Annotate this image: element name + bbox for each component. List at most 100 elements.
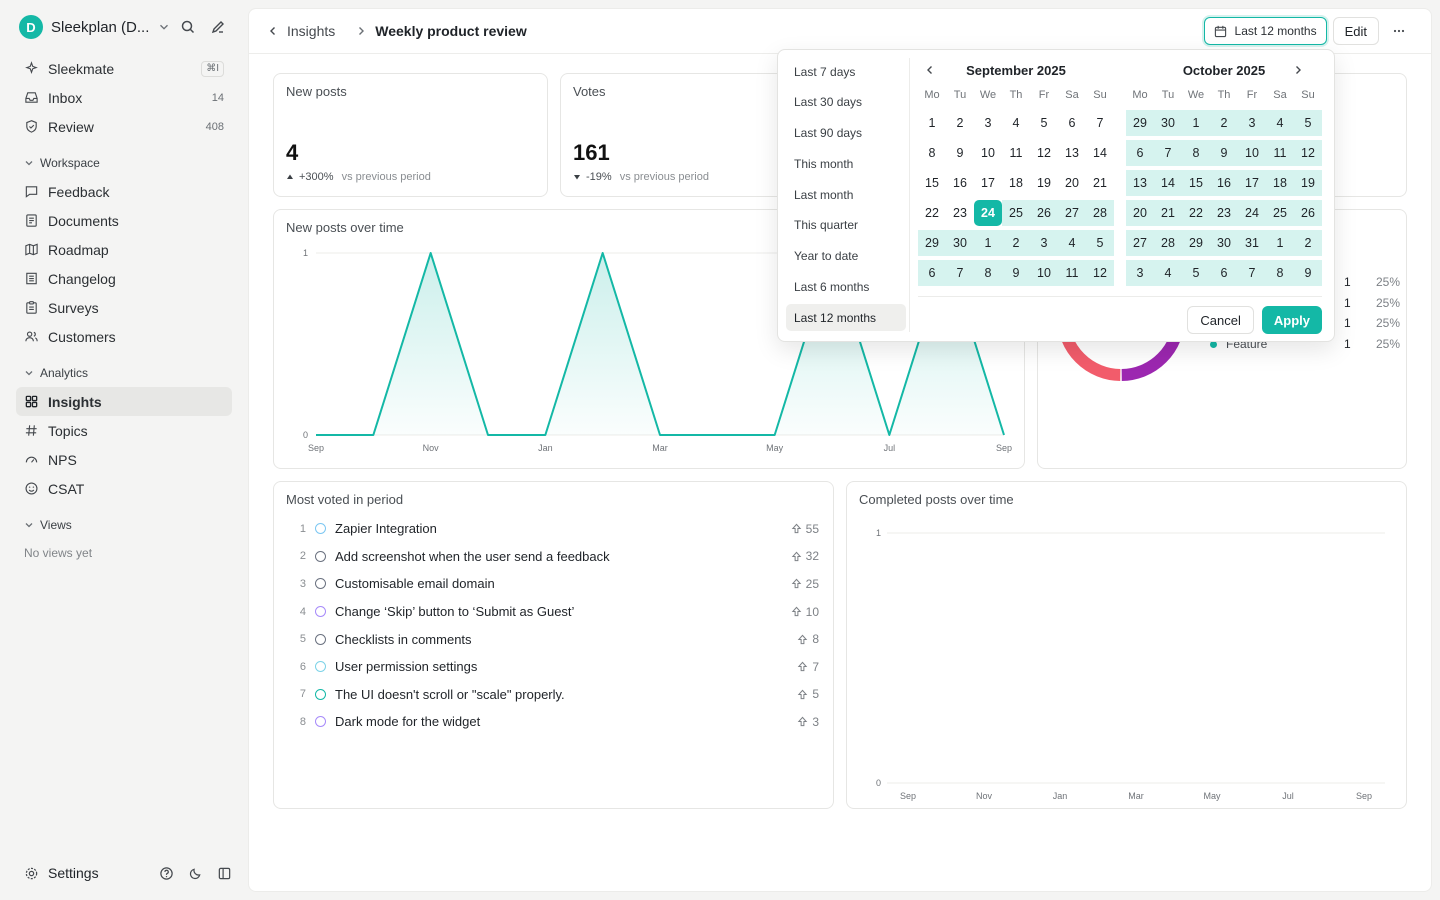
list-item[interactable]: 2 Add screenshot when the user send a fee… [288, 543, 819, 571]
calendar-day[interactable]: 9 [1294, 260, 1322, 286]
settings-link[interactable]: Settings [48, 865, 99, 881]
sidebar-item-topics[interactable]: Topics [16, 416, 232, 445]
calendar-day[interactable]: 3 [1238, 110, 1266, 136]
help-icon[interactable] [159, 866, 174, 881]
sidebar-item-csat[interactable]: CSAT [16, 474, 232, 503]
calendar-day[interactable]: 1 [974, 230, 1002, 256]
calendar-day[interactable]: 6 [1068, 116, 1076, 130]
chevron-right-icon[interactable] [1292, 64, 1304, 76]
gear-icon[interactable] [24, 866, 39, 881]
calendar-day[interactable]: 11 [1058, 260, 1086, 286]
calendar-day[interactable]: 15 [925, 176, 939, 190]
chevron-left-icon[interactable] [924, 64, 936, 76]
calendar-day[interactable]: 5 [1086, 230, 1114, 256]
preset-option[interactable]: Last 30 days [794, 95, 863, 110]
preset-option[interactable]: Last 12 months [786, 304, 906, 332]
sidebar-item-sleekmate[interactable]: Sleekmate ⌘I [16, 54, 232, 83]
calendar-day[interactable]: 28 [1154, 230, 1182, 256]
calendar-day[interactable]: 4 [1266, 110, 1294, 136]
list-item[interactable]: 7 The UI doesn't scroll or "scale" proper… [288, 681, 819, 709]
calendar-day[interactable]: 21 [1154, 200, 1182, 226]
calendar-day[interactable]: 22 [1182, 200, 1210, 226]
calendar-day[interactable]: 19 [1037, 176, 1051, 190]
calendar-day[interactable]: 21 [1093, 176, 1107, 190]
workspace-switcher[interactable]: D Sleekplan (D... [16, 0, 232, 54]
calendar-day[interactable]: 28 [1086, 200, 1114, 226]
sidebar-item-surveys[interactable]: Surveys [16, 293, 232, 322]
preset-option[interactable]: Last month [794, 187, 854, 202]
date-range-button[interactable]: Last 12 months [1203, 17, 1327, 45]
calendar-day[interactable]: 23 [953, 206, 967, 220]
preset-option[interactable]: This quarter [794, 218, 859, 233]
calendar-day[interactable]: 4 [1012, 116, 1020, 130]
calendar-day[interactable]: 1 [1266, 230, 1294, 256]
calendar-day[interactable]: 8 [928, 146, 936, 160]
calendar-day[interactable]: 2 [1210, 110, 1238, 136]
list-item[interactable]: 3 Customisable email domain 25 [288, 570, 819, 598]
calendar-day[interactable]: 20 [1126, 200, 1154, 226]
section-views[interactable]: Views [16, 511, 232, 539]
calendar-day[interactable]: 7 [1096, 116, 1104, 130]
preset-option[interactable]: Last 7 days [794, 64, 856, 79]
sidebar-item-insights[interactable]: Insights [16, 387, 232, 416]
calendar-day[interactable]: 26 [1030, 200, 1058, 226]
calendar-day[interactable]: 12 [1037, 146, 1051, 160]
calendar-day[interactable]: 14 [1154, 170, 1182, 196]
calendar-day[interactable]: 23 [1210, 200, 1238, 226]
preset-option[interactable]: Last 90 days [794, 126, 863, 141]
calendar-day[interactable]: 3 [1126, 260, 1154, 286]
sidebar-item-changelog[interactable]: Changelog [16, 264, 232, 293]
list-item[interactable]: 8 Dark mode for the widget 3 [288, 708, 819, 736]
calendar-day[interactable]: 6 [1126, 140, 1154, 166]
calendar-day[interactable]: 3 [1030, 230, 1058, 256]
calendar-day[interactable]: 18 [1266, 170, 1294, 196]
calendar-day[interactable]: 14 [1093, 146, 1107, 160]
preset-option[interactable]: Last 6 months [794, 280, 870, 295]
calendar-day[interactable]: 10 [1238, 140, 1266, 166]
list-item[interactable]: 1 Zapier Integration 55 [288, 515, 819, 543]
calendar-day[interactable]: 4 [1058, 230, 1086, 256]
list-item[interactable]: 6 User permission settings 7 [288, 653, 819, 681]
calendar-day[interactable]: 1 [928, 116, 936, 130]
calendar-day[interactable]: 30 [1210, 230, 1238, 256]
calendar-day[interactable]: 25 [1002, 200, 1030, 226]
sidebar-item-documents[interactable]: Documents [16, 206, 232, 235]
calendar-day[interactable]: 9 [1002, 260, 1030, 286]
more-options-button[interactable] [1385, 17, 1413, 45]
calendar-day[interactable]: 27 [1058, 200, 1086, 226]
calendar-day[interactable]: 8 [1182, 140, 1210, 166]
calendar-day[interactable]: 31 [1238, 230, 1266, 256]
sidebar-item-customers[interactable]: Customers [16, 322, 232, 351]
calendar-day[interactable]: 29 [1182, 230, 1210, 256]
calendar-day[interactable]: 2 [1002, 230, 1030, 256]
calendar-day[interactable]: 2 [1294, 230, 1322, 256]
calendar-day[interactable]: 26 [1294, 200, 1322, 226]
calendar-day[interactable]: 12 [1294, 140, 1322, 166]
calendar-day[interactable]: 7 [1238, 260, 1266, 286]
calendar-day[interactable]: 30 [1154, 110, 1182, 136]
calendar-day[interactable]: 8 [974, 260, 1002, 286]
compose-icon[interactable] [210, 19, 226, 35]
calendar-day[interactable]: 24 [1238, 200, 1266, 226]
calendar-day[interactable]: 15 [1182, 170, 1210, 196]
calendar-day[interactable]: 17 [1238, 170, 1266, 196]
list-item[interactable]: 5 Checklists in comments 8 [288, 625, 819, 653]
calendar-day[interactable]: 27 [1126, 230, 1154, 256]
calendar-day[interactable]: 13 [1126, 170, 1154, 196]
calendar-day[interactable]: 10 [1030, 260, 1058, 286]
sidebar-item-feedback[interactable]: Feedback [16, 177, 232, 206]
calendar-day[interactable]: 29 [918, 230, 946, 256]
calendar-day[interactable]: 6 [918, 260, 946, 286]
sidebar-item-nps[interactable]: NPS [16, 445, 232, 474]
calendar-day[interactable]: 29 [1126, 110, 1154, 136]
calendar-day[interactable]: 13 [1065, 146, 1079, 160]
calendar-day[interactable]: 12 [1086, 260, 1114, 286]
calendar-day[interactable]: 25 [1266, 200, 1294, 226]
calendar-day[interactable]: 11 [1009, 146, 1023, 160]
calendar-day[interactable]: 20 [1065, 176, 1079, 190]
calendar-day[interactable]: 1 [1182, 110, 1210, 136]
calendar-day[interactable]: 2 [956, 116, 964, 130]
calendar-day[interactable]: 6 [1210, 260, 1238, 286]
calendar-day[interactable]: 5 [1182, 260, 1210, 286]
calendar-day[interactable]: 8 [1266, 260, 1294, 286]
